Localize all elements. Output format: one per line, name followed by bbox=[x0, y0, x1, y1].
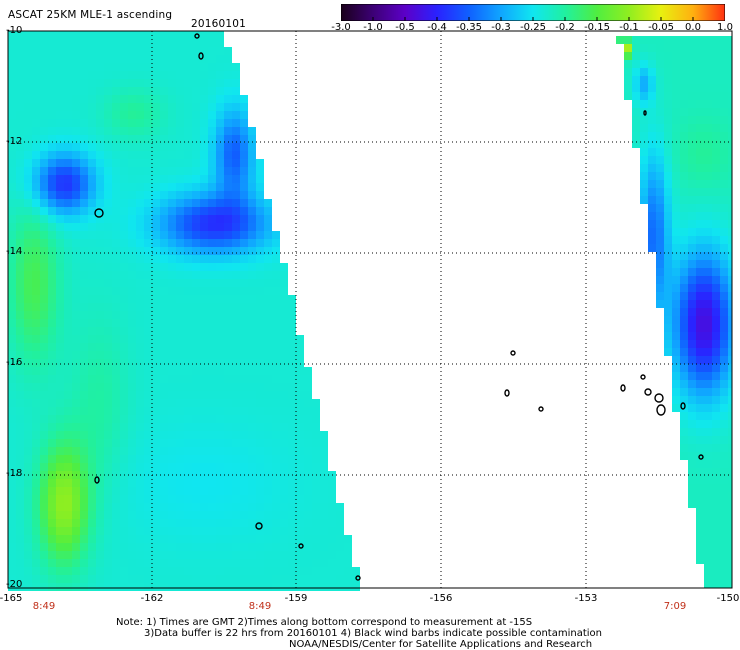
color-scale-label: -0.15 bbox=[584, 22, 610, 33]
pass-time-label: 8:49 bbox=[32, 601, 56, 612]
lat-label-20: -20 bbox=[6, 579, 23, 590]
island-outline bbox=[94, 208, 104, 218]
color-scale-label: -1.0 bbox=[363, 22, 383, 33]
lon-label-159: -159 bbox=[284, 593, 308, 604]
lat-label-12: -12 bbox=[6, 136, 23, 147]
pass-time-label: 7:09 bbox=[663, 601, 687, 612]
island-outline bbox=[656, 404, 666, 416]
island-outline bbox=[698, 454, 704, 460]
color-scale-label: -0.4 bbox=[427, 22, 447, 33]
island-outline bbox=[644, 388, 652, 396]
scatterometer-swaths bbox=[8, 31, 732, 591]
island-outline bbox=[640, 374, 646, 380]
color-scale-label: -0.3 bbox=[491, 22, 511, 33]
island-outline bbox=[680, 402, 686, 410]
lat-label-16: -16 bbox=[6, 357, 23, 368]
island-outline bbox=[194, 33, 200, 39]
lat-label-18: -18 bbox=[6, 468, 23, 479]
island-outline bbox=[94, 476, 100, 484]
island-outline bbox=[643, 110, 647, 116]
color-scale-label: -0.2 bbox=[555, 22, 575, 33]
color-scale-label: -3.0 bbox=[331, 22, 351, 33]
color-scale-label: -0.35 bbox=[456, 22, 482, 33]
lat-label-14: -14 bbox=[6, 246, 23, 257]
lon-label-165: -165 bbox=[0, 593, 23, 604]
footnote-line-1: Note: 1) Times are GMT 2)Times along bot… bbox=[116, 617, 533, 628]
island-outline bbox=[504, 389, 510, 397]
color-scale-label: -0.5 bbox=[395, 22, 415, 33]
island-outline bbox=[355, 575, 361, 581]
color-scale-label: -0.1 bbox=[619, 22, 639, 33]
island-outline bbox=[298, 543, 304, 549]
color-scale-label: -0.05 bbox=[648, 22, 674, 33]
color-scale-bar bbox=[341, 4, 725, 21]
map-title: ASCAT 25KM MLE-1 ascending bbox=[8, 9, 173, 21]
footnote-line-2: 3)Data buffer is 22 hrs from 20160101 4)… bbox=[144, 628, 602, 639]
island-outline bbox=[255, 522, 263, 530]
lon-label-162: -162 bbox=[140, 593, 164, 604]
color-scale-label: 1.0 bbox=[717, 22, 733, 33]
map-frame bbox=[7, 30, 733, 589]
island-outline bbox=[198, 52, 204, 60]
lon-label-150: -150 bbox=[716, 593, 740, 604]
island-outline bbox=[538, 406, 544, 412]
map-date: 20160101 bbox=[191, 18, 247, 30]
island-outline bbox=[620, 384, 626, 392]
island-outlines bbox=[94, 33, 704, 581]
lat-label-10: -10 bbox=[6, 25, 23, 36]
lon-label-156: -156 bbox=[429, 593, 453, 604]
pass-time-label: 8:49 bbox=[248, 601, 272, 612]
color-scale-label: 0.0 bbox=[685, 22, 701, 33]
footnote-credit: NOAA/NESDIS/Center for Satellite Applica… bbox=[289, 639, 593, 650]
lon-label-153: -153 bbox=[574, 593, 598, 604]
island-outline bbox=[654, 393, 664, 403]
island-outline bbox=[510, 350, 516, 356]
color-scale-label: -0.25 bbox=[520, 22, 546, 33]
color-scale-gradient bbox=[341, 4, 725, 21]
